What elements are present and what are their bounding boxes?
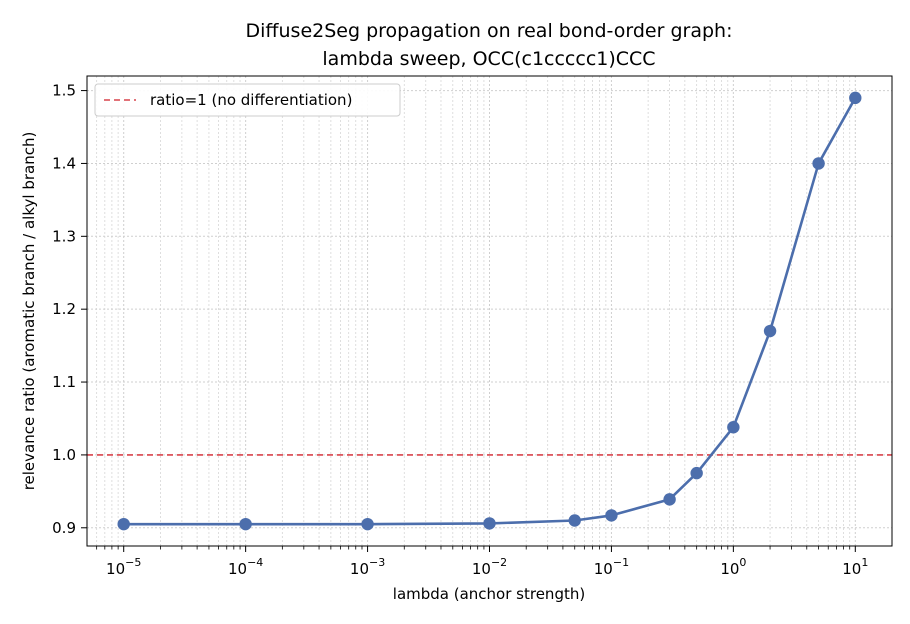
data-point xyxy=(568,514,581,527)
y-tick-label: 0.9 xyxy=(52,519,76,537)
legend-box xyxy=(94,83,401,117)
x-tick-label-exponent: −4 xyxy=(247,556,263,569)
y-tick-label: 1.0 xyxy=(52,446,76,464)
x-axis-label: lambda (anchor strength) xyxy=(393,585,585,603)
x-tick-label-exponent: −3 xyxy=(369,556,385,569)
x-tick-label-exponent: −1 xyxy=(613,556,629,569)
data-point xyxy=(763,324,777,338)
x-axis-ticks: 10−5 10−4 10−3 10−2 10−1 100 101 xyxy=(96,546,868,578)
x-tick-label: 10−2 xyxy=(472,556,507,578)
x-tick-label-exponent: −2 xyxy=(491,556,507,569)
x-tick-label-base: 10 xyxy=(350,560,369,578)
x-tick-label: 100 xyxy=(720,556,746,578)
y-tick-label: 1.2 xyxy=(52,300,76,318)
x-tick-label-base: 10 xyxy=(228,560,247,578)
data-point xyxy=(239,517,252,531)
x-tick-label: 101 xyxy=(842,556,868,578)
x-tick-label: 10−4 xyxy=(228,556,263,578)
data-point xyxy=(690,466,703,480)
data-point xyxy=(117,517,130,531)
legend-label: ratio=1 (no differentiation) xyxy=(150,91,352,109)
y-tick-label: 1.4 xyxy=(52,154,76,172)
x-tick-label: 10−5 xyxy=(106,556,141,578)
data-point xyxy=(849,91,862,105)
data-point xyxy=(727,421,740,434)
chart-title: Diffuse2Seg propagation on real bond-ord… xyxy=(246,20,733,70)
y-tick-label: 1.1 xyxy=(52,373,76,391)
x-tick-label-base: 10 xyxy=(106,560,125,578)
series-line xyxy=(123,97,857,526)
y-axis-label: relevance ratio (aromatic branch / alkyl… xyxy=(20,132,38,491)
x-tick-label: 10−3 xyxy=(350,556,385,578)
x-tick-label: 10−1 xyxy=(594,556,629,578)
y-axis-ticks: 0.9 1.0 1.1 1.2 1.3 1.4 1.5 xyxy=(52,82,87,537)
series-layer xyxy=(117,91,862,531)
x-tick-label-base: 10 xyxy=(842,560,861,578)
data-point xyxy=(812,157,825,170)
x-tick-label-base: 10 xyxy=(472,560,491,578)
chart-title-line-2: lambda sweep, OCC(c1ccccc1)CCC xyxy=(322,48,655,70)
x-tick-label-base: 10 xyxy=(594,560,613,578)
y-tick-label: 1.5 xyxy=(52,82,76,100)
x-tick-label-exponent: 1 xyxy=(861,556,868,569)
legend: ratio=1 (no differentiation) xyxy=(94,83,401,117)
data-point xyxy=(663,493,676,506)
y-tick-label: 1.3 xyxy=(52,227,76,245)
x-tick-label-exponent: 0 xyxy=(739,556,746,569)
data-point xyxy=(483,517,496,530)
x-tick-label-exponent: −5 xyxy=(125,556,141,569)
chart-title-line-1: Diffuse2Seg propagation on real bond-ord… xyxy=(246,20,733,42)
data-point xyxy=(605,509,618,522)
data-point xyxy=(361,517,374,531)
x-tick-label-base: 10 xyxy=(720,560,739,578)
